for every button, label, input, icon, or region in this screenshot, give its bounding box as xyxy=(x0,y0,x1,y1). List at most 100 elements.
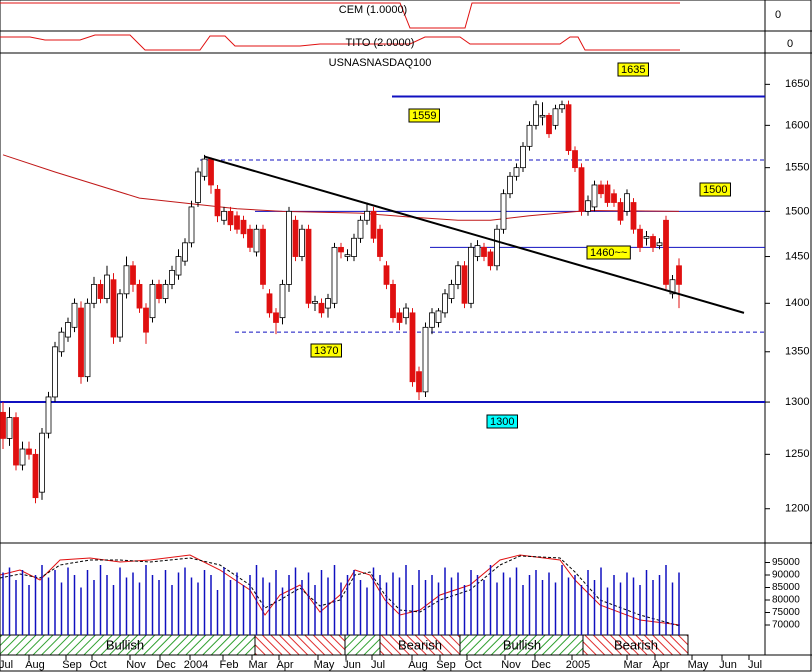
volume-tick-label: 90000 xyxy=(772,570,800,581)
candle-body xyxy=(247,228,253,248)
level-label: 1370 xyxy=(314,345,338,357)
candle-body xyxy=(520,145,526,169)
level-label-box xyxy=(586,245,631,260)
regime-label: Bullish xyxy=(106,637,144,652)
candle-body xyxy=(669,279,676,295)
candle-body xyxy=(286,210,292,285)
candle-body xyxy=(442,293,448,314)
y-tick-label: 1500 xyxy=(785,205,809,217)
x-tick-label: Jul xyxy=(748,659,762,671)
level-label-box xyxy=(486,414,518,429)
x-tick-label: Sep xyxy=(62,659,82,671)
y-tick-label: 1550 xyxy=(785,162,809,174)
candle-body xyxy=(221,210,227,221)
candle-body xyxy=(104,274,110,299)
candle-body xyxy=(325,298,331,309)
regime-label: Bearish xyxy=(614,637,658,652)
stochastic-signal xyxy=(0,555,681,627)
candle-body xyxy=(676,265,682,285)
level-label: 1300 xyxy=(490,416,514,428)
candle-body xyxy=(312,300,318,304)
candle-body xyxy=(58,331,65,353)
candle-body xyxy=(383,265,390,285)
y-tick-label: 1450 xyxy=(785,250,809,262)
x-tick-label: Jun xyxy=(343,659,361,671)
candle-body xyxy=(591,184,598,208)
candle-body xyxy=(481,246,487,257)
level-label-box xyxy=(310,343,342,358)
candle-body xyxy=(39,432,45,493)
candle-body xyxy=(0,411,6,439)
candle-body xyxy=(344,254,351,257)
candle-body xyxy=(84,302,91,378)
level-label-box xyxy=(617,62,649,77)
regime-band xyxy=(254,634,346,656)
candle-body xyxy=(91,283,97,304)
level-label-box xyxy=(699,182,731,197)
level-label: 1500 xyxy=(703,184,727,196)
panel-title: TITO (2.0000) xyxy=(346,37,415,49)
candle-body xyxy=(71,302,78,328)
x-tick-label: 2004 xyxy=(184,659,208,671)
candle-body xyxy=(611,193,617,203)
candle-body xyxy=(208,158,214,186)
candle-body xyxy=(578,167,585,212)
candle-body xyxy=(357,219,364,239)
candle-body xyxy=(552,108,559,126)
candle-body xyxy=(500,193,507,230)
candle-body xyxy=(643,236,650,239)
candle-body xyxy=(45,396,52,434)
x-tick-label: Aug xyxy=(408,659,428,671)
candle-body xyxy=(123,265,130,295)
candle-body xyxy=(6,417,13,439)
chart-title: USNASNASDAQ100 xyxy=(329,57,432,69)
volume-tick-label: 70000 xyxy=(772,620,800,631)
x-tick-label: Sep xyxy=(436,659,456,671)
candle-body xyxy=(227,210,234,226)
trendline xyxy=(204,155,745,314)
candle-body xyxy=(188,206,195,244)
candle-body xyxy=(448,283,455,299)
x-tick-label: Dec xyxy=(156,659,176,671)
candle-body xyxy=(390,283,396,319)
candle-body xyxy=(299,228,305,257)
candle-body xyxy=(130,265,136,285)
level-label: 1460~~ xyxy=(590,247,627,259)
candle-body xyxy=(78,307,84,378)
y-tick-label: 1350 xyxy=(785,346,809,358)
x-tick-label: May xyxy=(688,659,709,671)
candle-body xyxy=(507,175,513,195)
candle-body xyxy=(416,371,422,393)
level-label: 1635 xyxy=(621,64,645,76)
candle-body xyxy=(370,210,377,239)
candle-body xyxy=(585,200,591,212)
candle-body xyxy=(253,228,260,253)
candle-body xyxy=(403,307,409,319)
y-tick-label: 1600 xyxy=(785,119,809,131)
candle-body xyxy=(273,312,279,323)
x-tick-label: Oct xyxy=(464,659,481,671)
candle-body xyxy=(143,307,149,333)
candle-body xyxy=(617,202,624,221)
regime-label: Bullish xyxy=(503,637,541,652)
x-tick-label: Apr xyxy=(652,659,669,671)
cem-line xyxy=(0,2,680,29)
panel-tick: 0 xyxy=(775,9,781,21)
candle-body xyxy=(461,265,468,304)
candle-body xyxy=(624,193,630,212)
candle-body xyxy=(240,219,247,235)
x-tick-label: Nov xyxy=(501,659,521,671)
candle-body xyxy=(13,417,19,466)
candle-body xyxy=(260,228,266,285)
candle-body xyxy=(52,346,58,398)
candle-body xyxy=(656,242,663,246)
x-tick-label: Jul xyxy=(371,659,385,671)
volume-tick-label: 85000 xyxy=(772,582,800,593)
x-tick-label: Mar xyxy=(624,659,643,671)
stochastic-line xyxy=(0,554,681,626)
candle-body xyxy=(422,326,429,393)
moving-average xyxy=(2,154,680,221)
candle-body xyxy=(351,237,357,257)
y-tick-label: 1300 xyxy=(785,396,809,408)
